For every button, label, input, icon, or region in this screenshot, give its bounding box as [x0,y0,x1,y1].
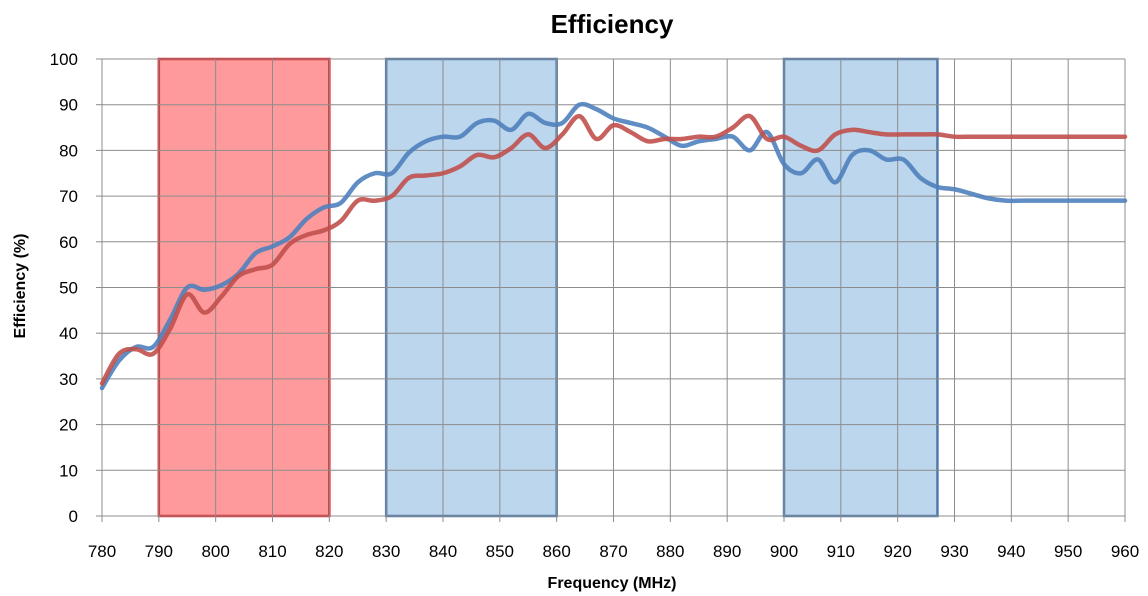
y-tick-label-30: 30 [59,370,78,389]
y-tick-label-0: 0 [69,507,78,526]
y-axis-label: Efficiency (%) [12,234,29,339]
x-tick-label-940: 940 [997,542,1025,561]
x-tick-label-820: 820 [315,542,343,561]
data-series [99,101,1128,391]
x-axis-label: Frequency (MHz) [548,575,677,592]
y-tick-label-10: 10 [59,461,78,480]
y-tick-label-20: 20 [59,416,78,435]
x-tick-label-910: 910 [827,542,855,561]
x-tick-label-950: 950 [1054,542,1082,561]
x-tick-label-810: 810 [258,542,286,561]
series-line-2 [99,113,1128,386]
x-tick-label-860: 860 [542,542,570,561]
x-tick-label-870: 870 [599,542,627,561]
x-tick-label-890: 890 [713,542,741,561]
y-tick-label-60: 60 [59,233,78,252]
x-tick-label-960: 960 [1111,542,1139,561]
x-tick-label-800: 800 [201,542,229,561]
x-tick-label-880: 880 [656,542,684,561]
x-tick-label-830: 830 [372,542,400,561]
y-tick-label-50: 50 [59,279,78,298]
x-tick-label-840: 840 [429,542,457,561]
y-tick-label-40: 40 [59,324,78,343]
tick-labels: 0 10 20 30 40 50 60 70 80 90 100 780 790 800 810 820 830… [50,50,1140,561]
x-tick-label-900: 900 [770,542,798,561]
axes [96,58,1126,522]
y-tick-label-90: 90 [59,96,78,115]
y-tick-label-70: 70 [59,187,78,206]
x-tick-label-920: 920 [883,542,911,561]
x-tick-label-780: 780 [88,542,116,561]
x-tick-label-930: 930 [940,542,968,561]
y-tick-label-100: 100 [50,50,78,69]
series-line-1 [99,101,1128,391]
x-tick-label-790: 790 [145,542,173,561]
x-tick-label-850: 850 [486,542,514,561]
chart-title: Efficiency [551,9,674,39]
y-tick-label-80: 80 [59,141,78,160]
